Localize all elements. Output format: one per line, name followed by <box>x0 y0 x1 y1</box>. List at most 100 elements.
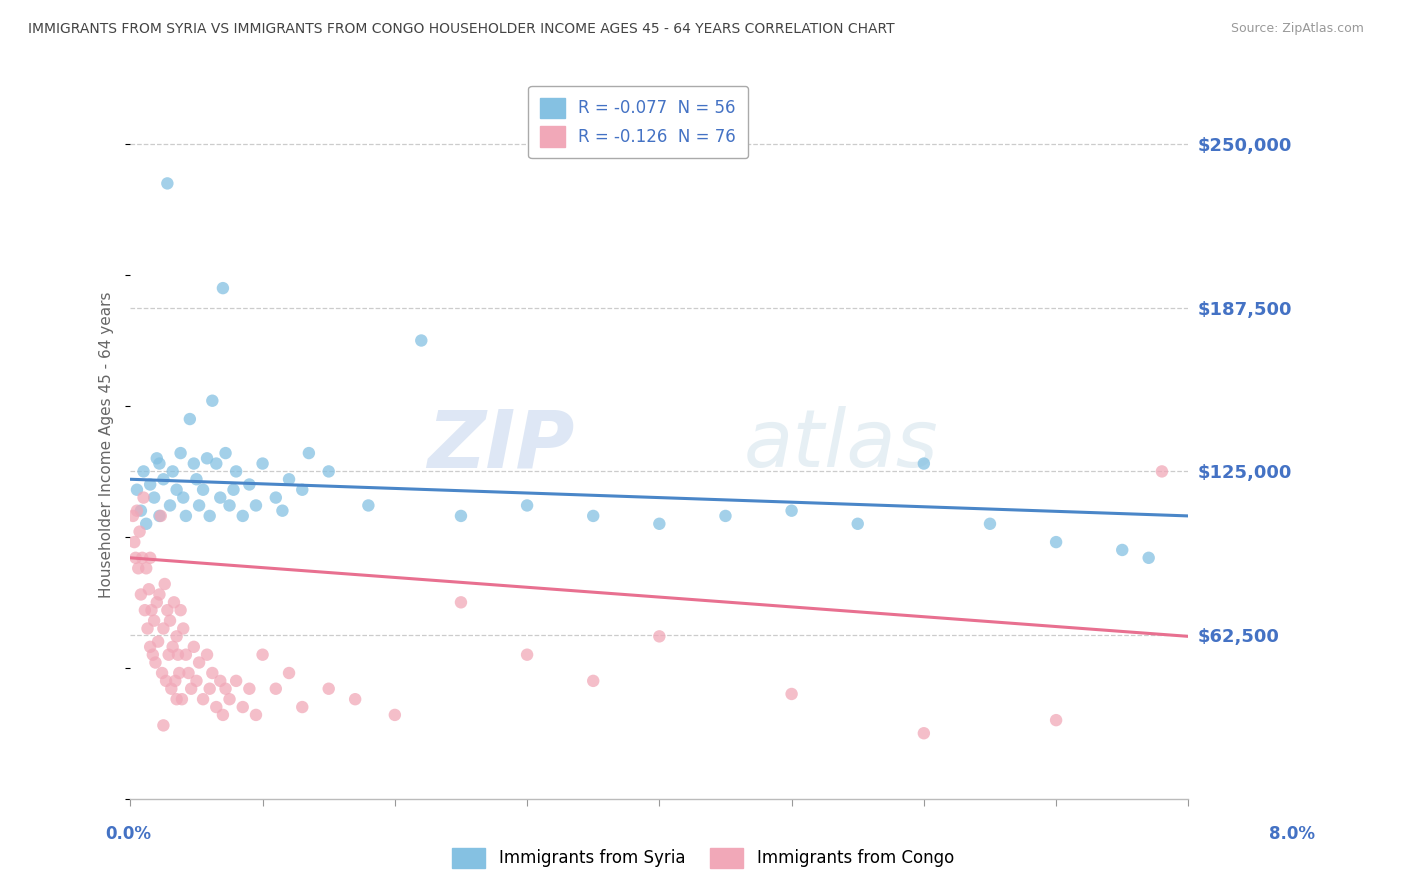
Point <box>145 656 167 670</box>
Point <box>146 595 169 609</box>
Text: ZIP: ZIP <box>427 406 575 484</box>
Point <box>128 524 150 539</box>
Point <box>153 577 176 591</box>
Point <box>648 516 671 531</box>
Point <box>174 648 197 662</box>
Point <box>134 603 156 617</box>
Point <box>195 451 218 466</box>
Point <box>191 483 214 497</box>
Point <box>146 634 169 648</box>
Point <box>135 561 157 575</box>
Point <box>188 499 211 513</box>
Point <box>209 673 232 688</box>
Point <box>180 681 202 696</box>
Point <box>582 673 605 688</box>
Point <box>169 446 191 460</box>
Point <box>132 464 155 478</box>
Point <box>979 516 1001 531</box>
Point <box>245 499 267 513</box>
Point <box>160 681 183 696</box>
Point <box>278 666 301 681</box>
Point <box>127 561 149 575</box>
Point <box>162 640 184 654</box>
Point <box>278 472 301 486</box>
Point <box>344 692 367 706</box>
Point <box>218 499 240 513</box>
Point <box>152 622 174 636</box>
Point <box>167 648 190 662</box>
Point <box>238 477 260 491</box>
Point <box>201 393 224 408</box>
Point <box>179 412 201 426</box>
Point <box>139 550 162 565</box>
Point <box>198 508 221 523</box>
Point <box>143 614 166 628</box>
Point <box>516 499 538 513</box>
Point <box>139 640 162 654</box>
Point <box>157 648 180 662</box>
Point <box>174 508 197 523</box>
Point <box>156 177 179 191</box>
Point <box>148 508 170 523</box>
Point <box>780 504 803 518</box>
Point <box>714 508 737 523</box>
Point <box>1045 535 1067 549</box>
Text: 0.0%: 0.0% <box>105 825 152 843</box>
Point <box>129 504 152 518</box>
Legend: Immigrants from Syria, Immigrants from Congo: Immigrants from Syria, Immigrants from C… <box>446 841 960 875</box>
Point <box>252 457 274 471</box>
Point <box>170 692 193 706</box>
Point <box>172 622 194 636</box>
Point <box>138 582 160 597</box>
Point <box>357 499 380 513</box>
Point <box>146 451 169 466</box>
Point <box>162 464 184 478</box>
Point <box>122 508 145 523</box>
Point <box>141 603 163 617</box>
Point <box>132 491 155 505</box>
Point <box>125 483 148 497</box>
Point <box>252 648 274 662</box>
Point <box>124 535 146 549</box>
Point <box>912 457 935 471</box>
Point <box>125 504 148 518</box>
Point <box>191 692 214 706</box>
Point <box>212 281 235 295</box>
Point <box>1045 713 1067 727</box>
Point <box>166 692 188 706</box>
Point <box>163 595 186 609</box>
Point <box>298 446 321 460</box>
Point <box>318 681 340 696</box>
Point <box>582 508 605 523</box>
Point <box>245 707 267 722</box>
Point <box>214 446 236 460</box>
Point <box>214 681 236 696</box>
Point <box>912 726 935 740</box>
Point <box>318 464 340 478</box>
Point <box>156 603 179 617</box>
Point <box>450 508 472 523</box>
Point <box>209 491 232 505</box>
Point <box>232 700 254 714</box>
Point <box>1111 543 1133 558</box>
Point <box>450 595 472 609</box>
Point <box>159 614 181 628</box>
Point <box>780 687 803 701</box>
Point <box>225 464 247 478</box>
Point <box>201 666 224 681</box>
Point <box>139 477 162 491</box>
Point <box>198 681 221 696</box>
Text: 8.0%: 8.0% <box>1268 825 1315 843</box>
Point <box>159 499 181 513</box>
Point <box>148 587 170 601</box>
Point <box>1150 464 1173 478</box>
Point <box>264 681 287 696</box>
Point <box>291 483 314 497</box>
Point <box>195 648 218 662</box>
Point <box>411 334 433 348</box>
Point <box>183 640 205 654</box>
Point <box>149 508 172 523</box>
Point <box>222 483 245 497</box>
Point <box>177 666 200 681</box>
Point <box>1137 550 1160 565</box>
